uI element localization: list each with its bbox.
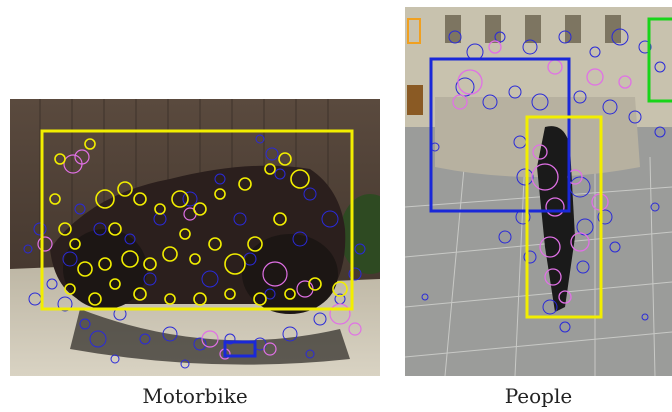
detection-box-orange — [407, 18, 421, 44]
false-detection-box-blue — [223, 340, 257, 358]
door — [407, 85, 423, 115]
motorbike-detection-image — [10, 99, 380, 376]
paving-lines — [405, 156, 672, 376]
caption-people: People — [504, 384, 573, 408]
motorbike-front-wheel — [63, 229, 147, 309]
person-detection-box-blue — [429, 57, 571, 213]
caption-motorbike: Motorbike — [142, 384, 248, 408]
shadow — [70, 309, 350, 365]
motorbike-bounding-box — [40, 129, 354, 311]
feature-points-blue — [23, 134, 366, 369]
person-bounding-box-yellow — [525, 115, 603, 319]
hedge — [340, 194, 380, 274]
people-scene — [405, 7, 672, 376]
feature-points-yellow — [49, 138, 348, 306]
people-detection-image — [405, 7, 672, 376]
detection-box-green — [647, 17, 672, 103]
motorbike-scene — [10, 99, 380, 376]
person-silhouette — [537, 126, 575, 313]
motorbike-rear-wheel — [242, 234, 338, 314]
